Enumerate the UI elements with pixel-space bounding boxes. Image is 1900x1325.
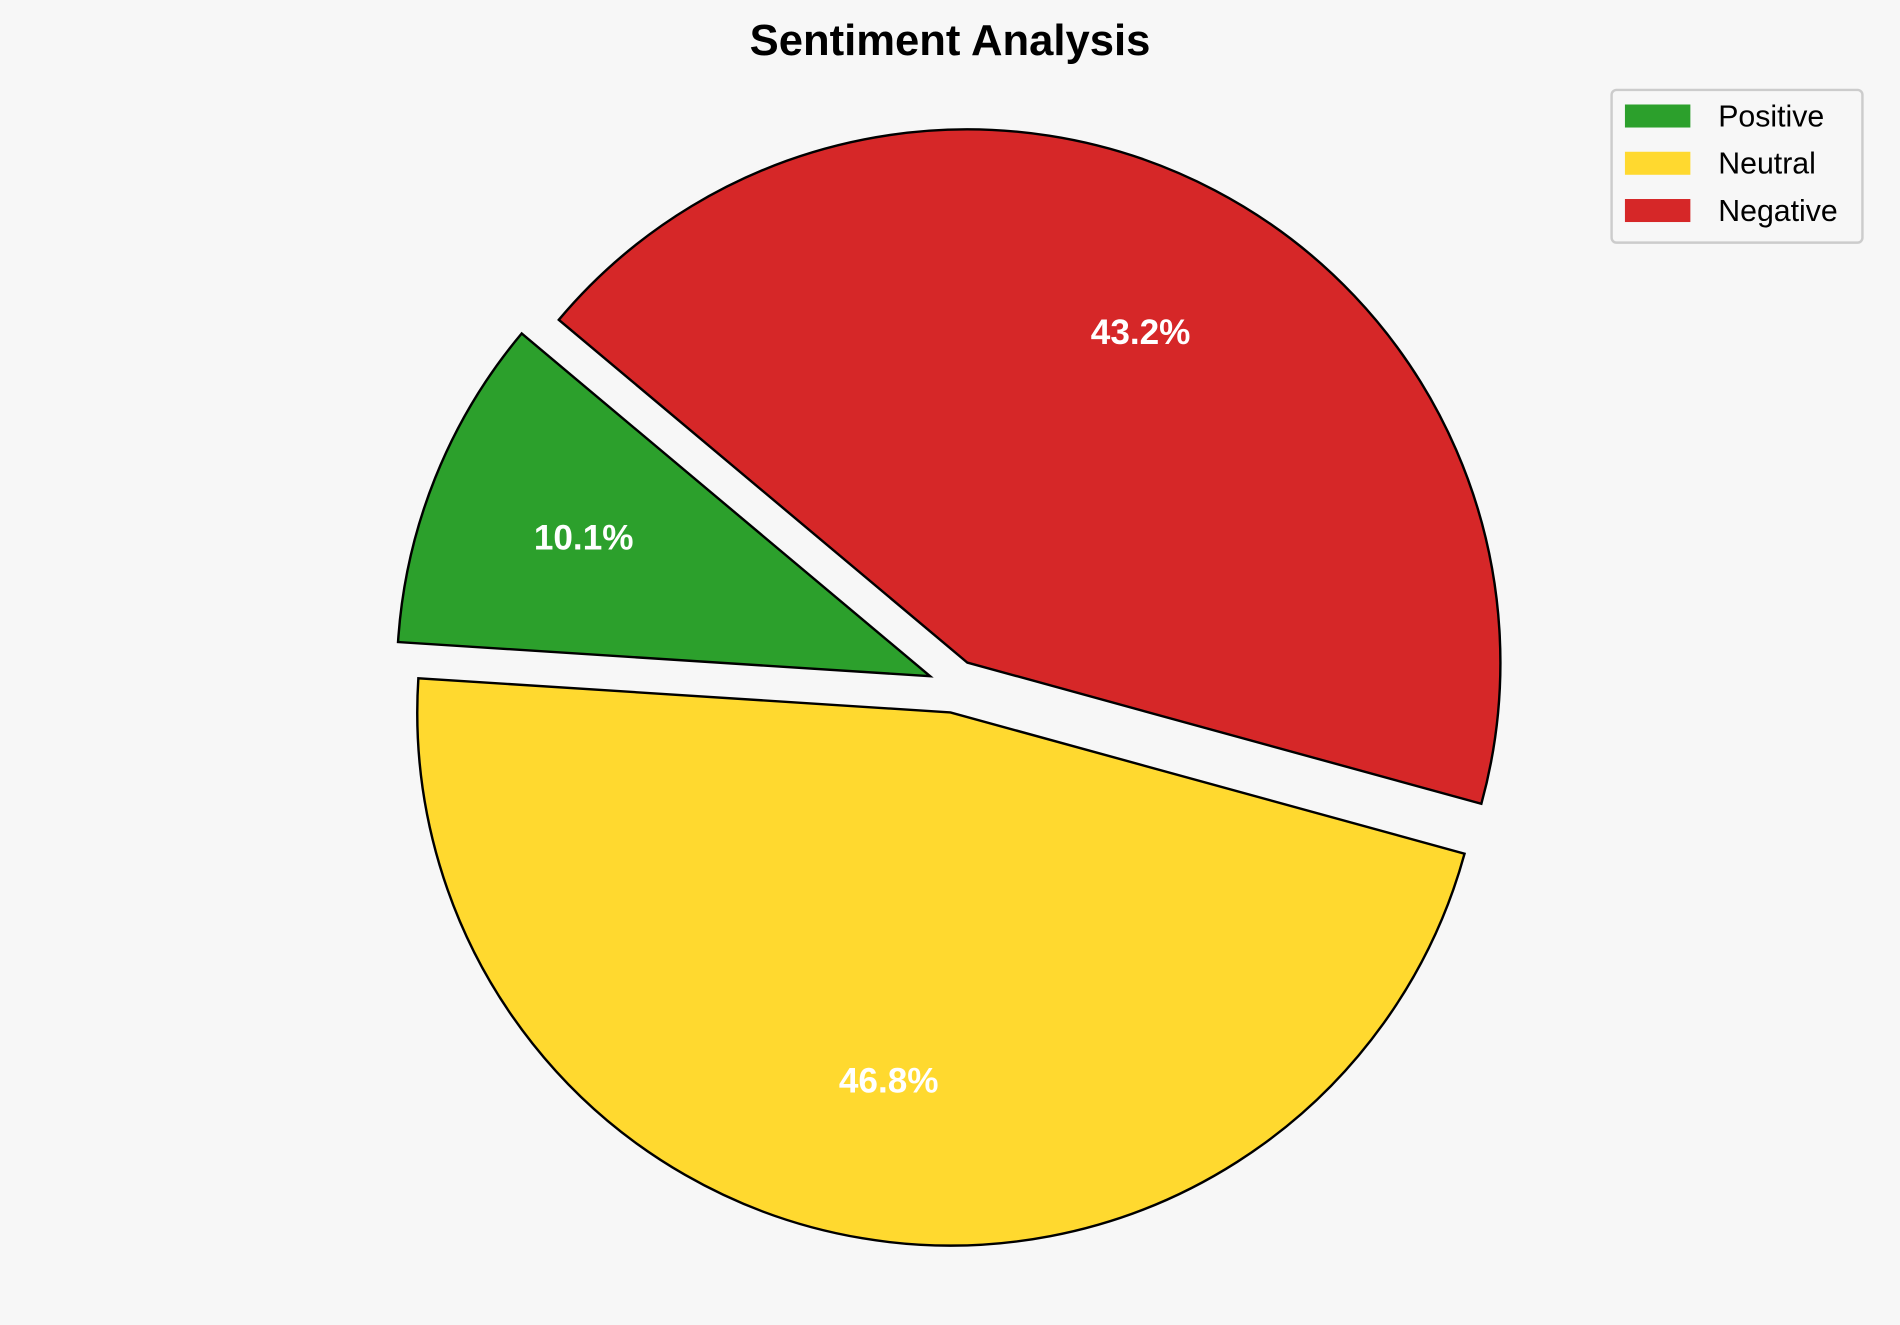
legend-swatch-negative bbox=[1624, 199, 1691, 223]
slice-label-neutral: 46.8% bbox=[839, 1062, 939, 1101]
legend-label-negative: Negative bbox=[1718, 195, 1838, 228]
legend-swatch-neutral bbox=[1624, 151, 1691, 175]
chart-title: Sentiment Analysis bbox=[750, 17, 1151, 65]
slice-label-negative: 43.2% bbox=[1091, 313, 1191, 352]
pie-slice-neutral bbox=[416, 676, 1467, 1247]
pie-slice-negative bbox=[557, 128, 1502, 806]
legend-label-positive: Positive bbox=[1718, 100, 1824, 133]
slice-label-positive: 10.1% bbox=[534, 518, 634, 557]
legend: Positive Neutral Negative bbox=[1610, 88, 1864, 244]
slice-labels: 10.1% 46.8% 43.2% bbox=[534, 313, 1191, 1100]
slices bbox=[396, 128, 1502, 1247]
pie-slice-positive bbox=[396, 331, 934, 678]
legend-swatch-positive bbox=[1624, 104, 1691, 128]
legend-label-neutral: Neutral bbox=[1718, 148, 1816, 181]
